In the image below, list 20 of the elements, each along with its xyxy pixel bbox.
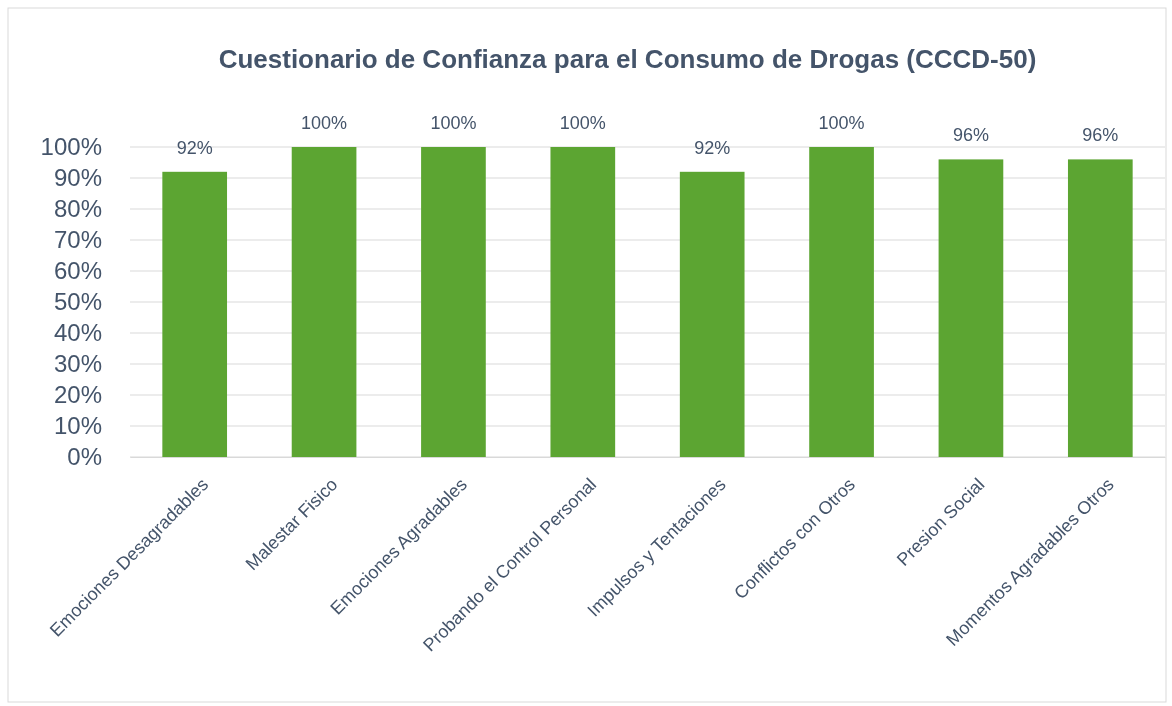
data-label: 100% <box>559 113 606 133</box>
data-label: 92% <box>176 137 213 158</box>
y-tick-label: 100% <box>40 133 102 161</box>
y-tick-label: 30% <box>53 350 102 378</box>
y-tick-label: 50% <box>53 288 102 316</box>
data-label: 100% <box>301 113 348 133</box>
data-label: 100% <box>430 113 477 133</box>
y-tick-label: 80% <box>53 195 102 223</box>
data-label: 100% <box>818 113 865 133</box>
y-tick-label: 10% <box>53 412 102 440</box>
y-tick-label: 0% <box>67 443 102 471</box>
chart-title: Cuestionario de Confianza para el Consumo de Drogas (CCCD-50) <box>218 44 1037 74</box>
y-tick-label: 70% <box>53 226 102 254</box>
y-tick-label: 90% <box>53 164 102 192</box>
data-label: 96% <box>1082 125 1119 146</box>
data-label: 92% <box>694 137 731 158</box>
y-tick-label: 40% <box>53 319 102 347</box>
y-tick-label: 60% <box>53 257 102 285</box>
y-tick-label: 20% <box>53 381 102 409</box>
data-label: 96% <box>952 125 989 146</box>
